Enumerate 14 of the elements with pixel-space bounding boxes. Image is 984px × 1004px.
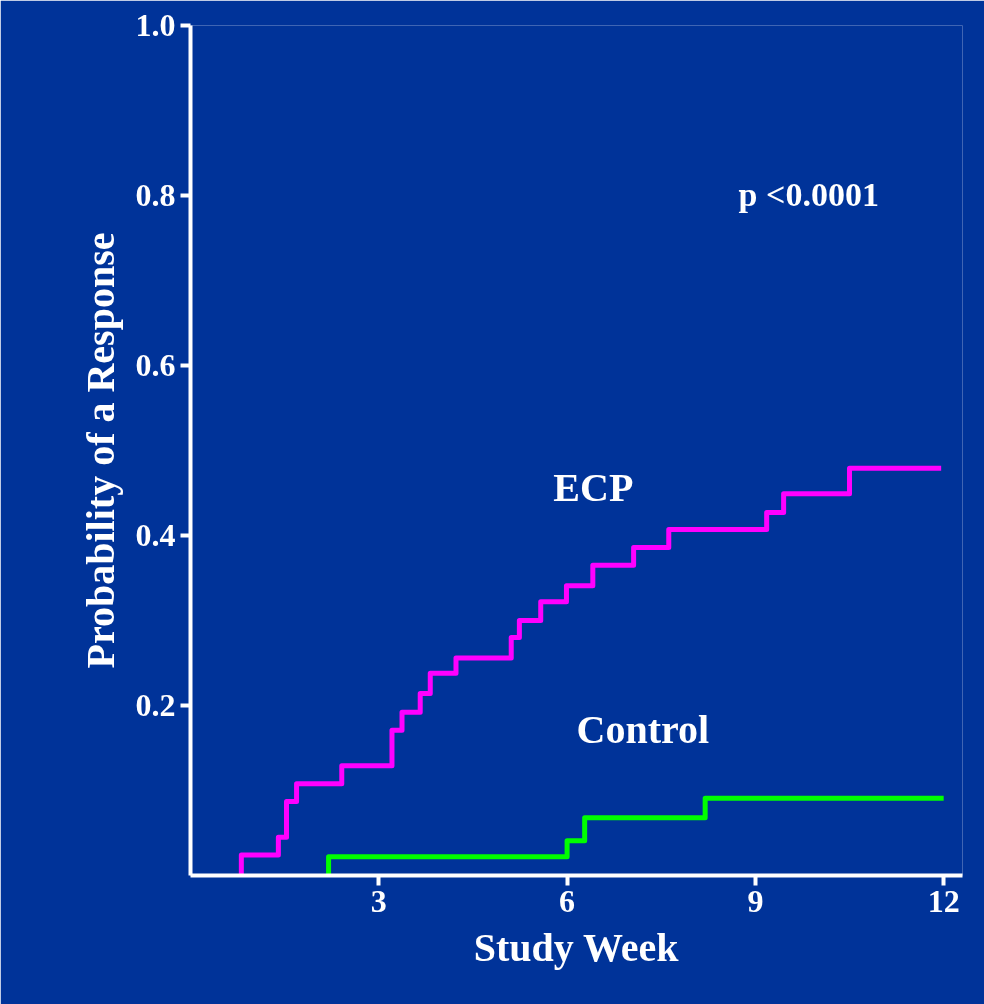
x-tick-label: 12	[927, 882, 960, 919]
y-tick-label: 1.0	[135, 7, 176, 43]
series-label: Control	[576, 707, 710, 753]
y-tick-label: 0.8	[135, 177, 176, 213]
x-tick-label: 3	[370, 882, 387, 919]
y-axis-title: Probability of a Response	[77, 232, 123, 669]
x-tick-label: 9	[747, 882, 764, 919]
series-label: ECP	[553, 465, 634, 510]
y-tick-label: 0.2	[135, 687, 176, 723]
y-tick-label: 0.6	[135, 347, 176, 383]
annotation: p <0.0001	[738, 175, 879, 213]
x-tick-label: 6	[559, 882, 576, 919]
x-axis-title: Study Week	[473, 924, 680, 970]
y-tick-label: 0.4	[135, 517, 176, 553]
